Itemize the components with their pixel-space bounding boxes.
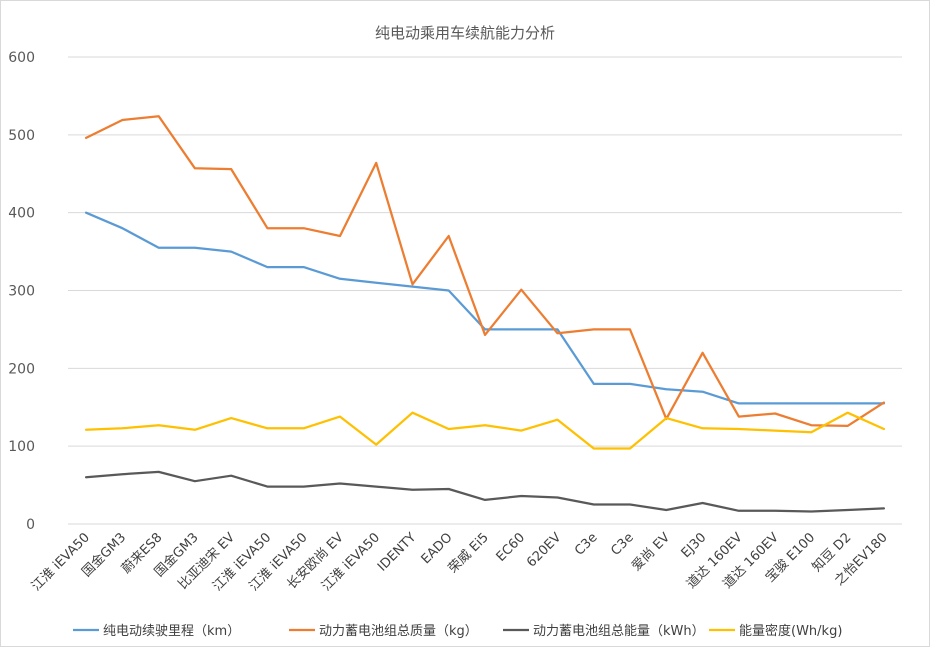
series-line-3 [84,411,886,450]
y-axis-ticks: 0 100 200 300 400 500 600 [8,50,35,533]
y-tick-label: 500 [8,128,35,144]
legend: 纯电动续驶里程（km） 动力蓄电池组总质量（kg） 动力蓄电池组总能量（kWh） 能量… [73,623,842,639]
x-tick-label: 荣威 Ei5 [446,530,492,576]
legend-label: 纯电动续驶里程（km） [103,624,240,639]
series-layer [84,115,886,513]
x-tick-label: 江淮 iEVA50 [29,530,93,594]
x-tick-label: IDENTY [375,530,419,574]
series-line-1 [84,115,886,428]
y-tick-label: 0 [26,517,35,533]
series-line-2 [84,470,886,513]
legend-label: 动力蓄电池组总质量（kg） [319,624,478,639]
x-tick-label: 爱尚 EV [629,530,673,574]
series-line-0 [84,211,886,405]
chart-title: 纯电动乘用车续航能力分析 [375,24,555,42]
x-tick-label: EC60 [494,530,529,565]
legend-label: 动力蓄电池组总能量（kWh） [533,624,705,639]
x-tick-label: EJ30 [679,530,710,561]
legend-label: 能量密度(Wh/kg) [739,623,842,639]
grid-layer [68,56,902,525]
y-tick-label: 400 [8,206,35,222]
x-tick-label: C3e [608,530,637,559]
y-tick-label: 200 [8,361,35,377]
y-tick-label: 600 [8,50,35,66]
y-tick-label: 300 [8,284,35,300]
x-tick-label: C3e [572,530,601,559]
y-tick-label: 100 [8,439,35,455]
x-tick-label: 620EV [524,530,564,570]
